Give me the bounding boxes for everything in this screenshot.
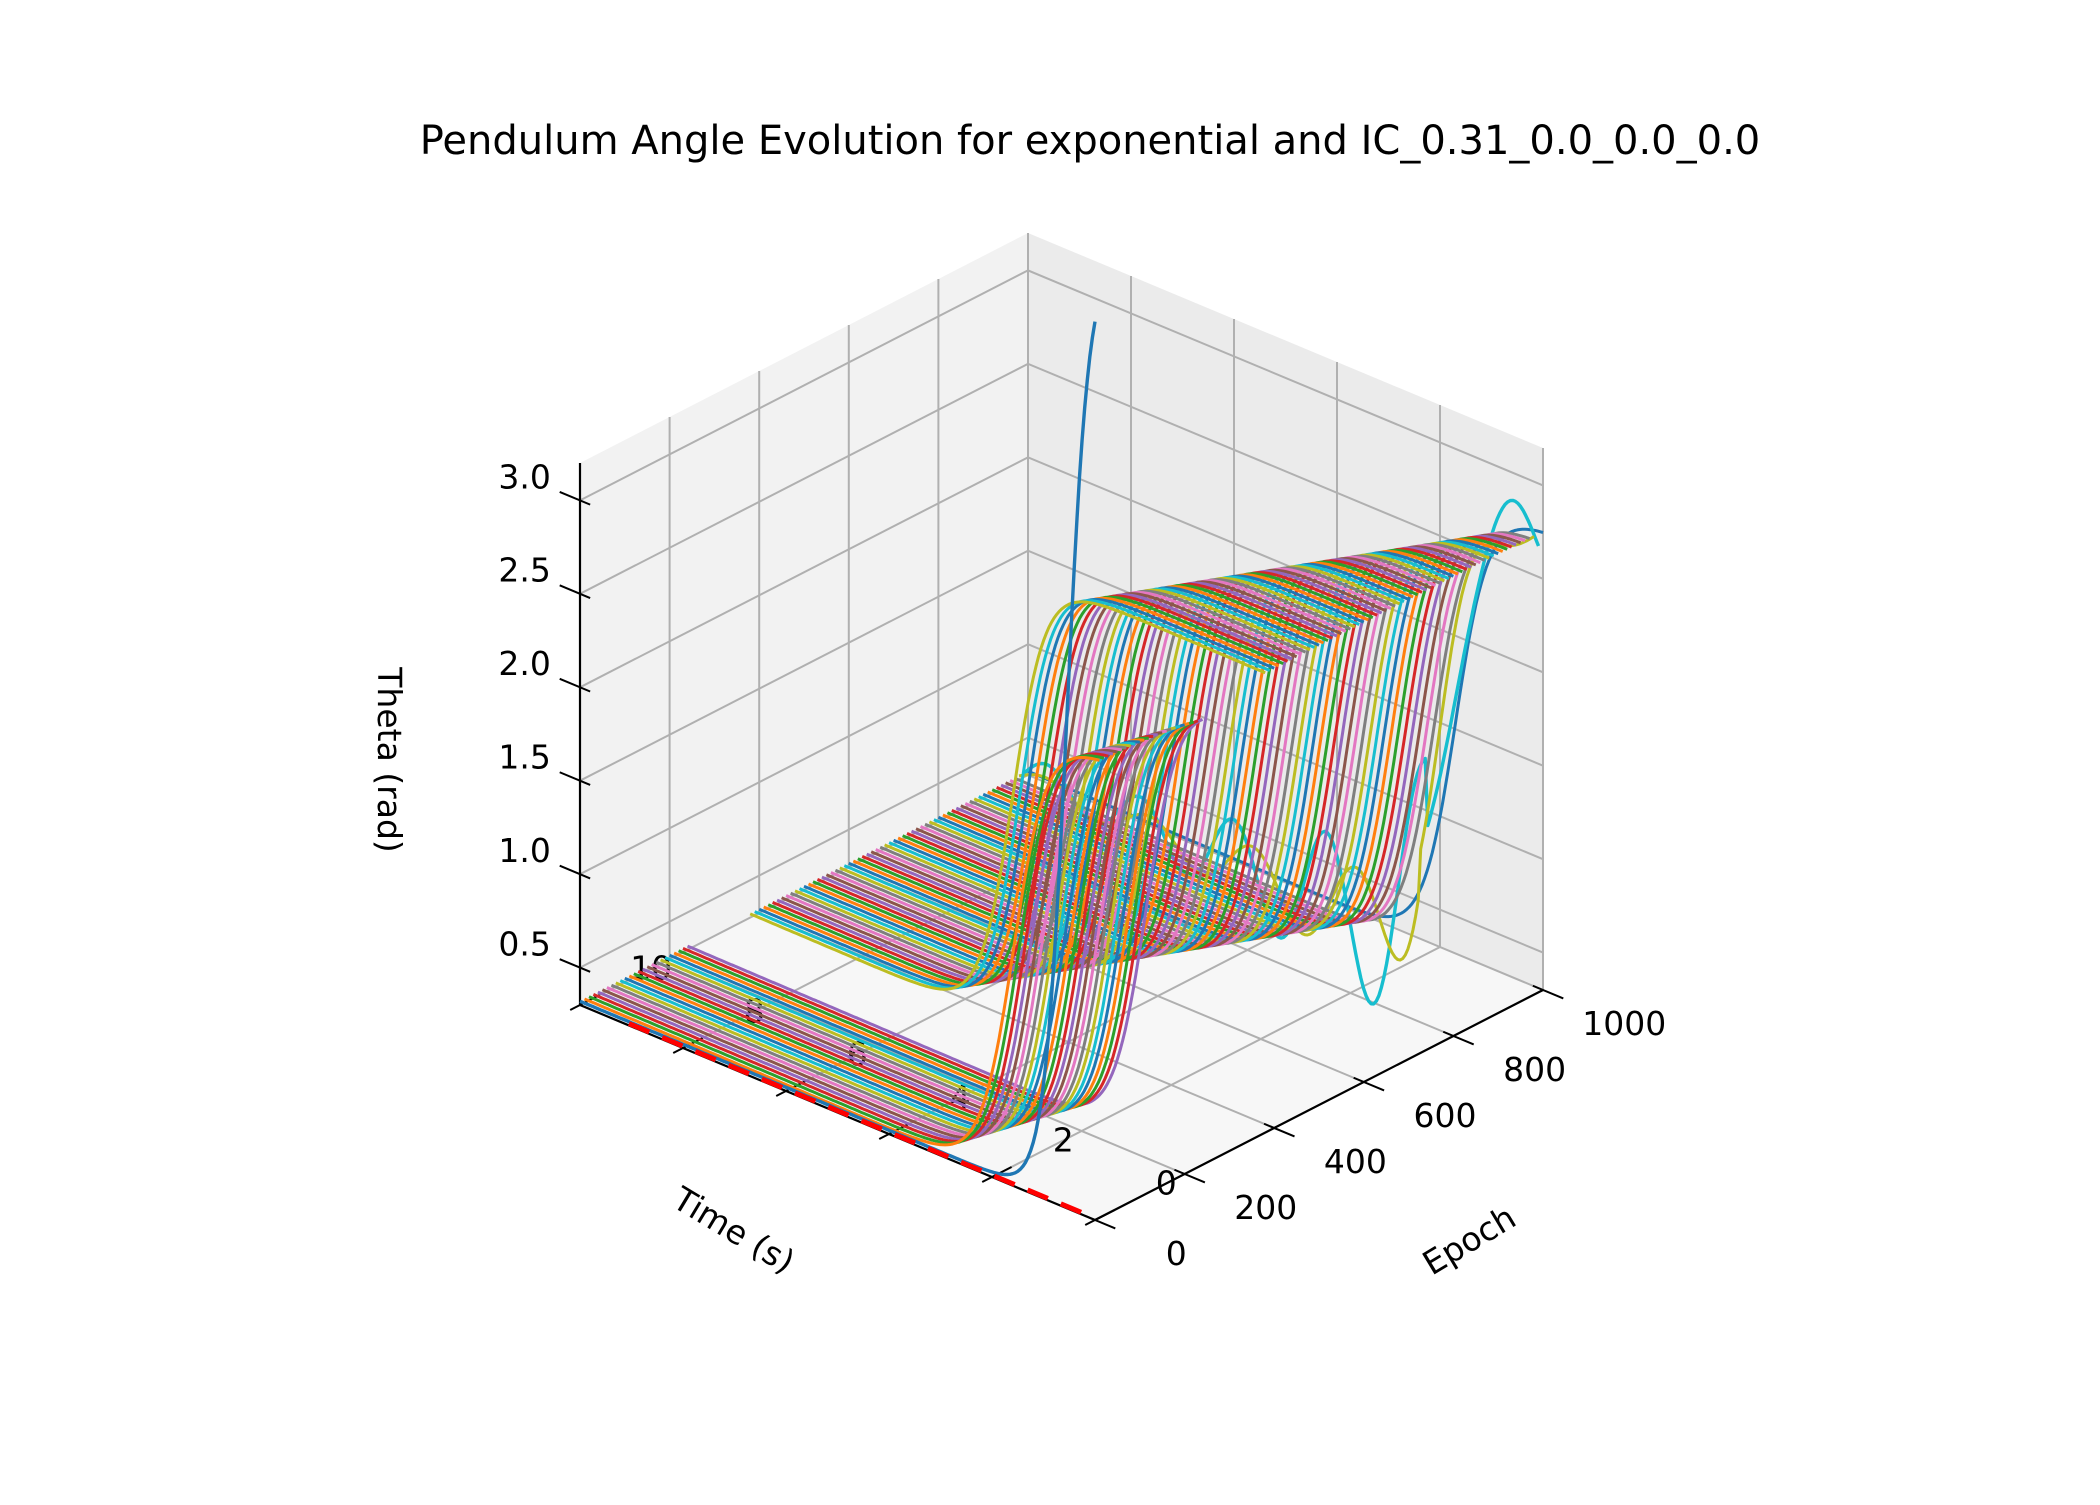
series-line-epoch-700	[893, 562, 1410, 954]
y-tick	[1084, 1209, 1116, 1226]
reference-line-group	[627, 1021, 1086, 1217]
x-axis-label: Epoch	[1416, 1197, 1523, 1282]
x-tick-label: 0	[1166, 1234, 1187, 1273]
grid-line	[579, 549, 1544, 782]
y-axis-label: Time (s)	[666, 1178, 802, 1281]
x-tick-label: 600	[1414, 1096, 1477, 1135]
x-tick	[1174, 1168, 1206, 1184]
grid-line	[785, 319, 1235, 1092]
series-line-epoch-380	[749, 600, 1266, 991]
series-line-epoch-60	[606, 747, 1123, 1138]
series-line-epoch-400	[758, 598, 1275, 989]
series-line-epoch-390	[754, 599, 1271, 990]
series-line-epoch-100	[624, 740, 1140, 1131]
series-line-epoch-130	[637, 734, 1154, 1126]
z-tick-label: 0.5	[498, 925, 550, 964]
z-tick	[559, 677, 591, 693]
series-line-epoch-410	[763, 596, 1280, 988]
z-tick-label: 2.0	[498, 644, 550, 683]
series-line-epoch-520	[812, 583, 1329, 975]
z-tick-label: 3.0	[498, 457, 550, 496]
series-lines	[579, 321, 1544, 1177]
series-line-epoch-180	[660, 726, 1176, 1117]
series-line-epoch-210	[673, 721, 1190, 1112]
back-pane	[580, 233, 1028, 1005]
x-tick	[1442, 1030, 1475, 1046]
series-line-epoch-50	[601, 749, 1118, 1140]
series-line-epoch-150	[646, 731, 1163, 1122]
series-line-epoch-220	[677, 720, 1195, 1110]
series-line-epoch-70	[610, 745, 1127, 1136]
x-tick-label: 400	[1324, 1142, 1387, 1181]
z-tick	[559, 864, 591, 880]
series-line-epoch-20	[588, 754, 1105, 1145]
series-line-epoch-990	[1022, 498, 1541, 1006]
series-line-epoch-930	[996, 535, 1513, 927]
x-tick	[1353, 1076, 1385, 1092]
series-line-epoch-120	[633, 736, 1149, 1128]
series-line-epoch-440	[776, 593, 1293, 984]
series-line-epoch-90	[619, 742, 1136, 1133]
z-tick-label: 1.5	[498, 738, 550, 777]
z-tick-label: 2.5	[498, 551, 550, 590]
reference-line	[627, 1021, 1086, 1217]
z-axis-label: Theta (rad)	[370, 666, 409, 853]
series-line-epoch-140	[642, 733, 1158, 1124]
z-tick	[559, 490, 591, 506]
tick-marks	[559, 490, 1564, 1230]
series-line-epoch-200	[669, 723, 1185, 1114]
series-line-epoch-530	[816, 582, 1334, 974]
grid-line	[682, 276, 1132, 1049]
series-line-epoch-430	[772, 594, 1289, 985]
x-axis-line	[1094, 989, 1544, 1221]
x-tick	[1084, 1214, 1116, 1230]
series-line-epoch-110	[628, 738, 1145, 1129]
z-tick	[559, 771, 591, 786]
series-line-epoch-230	[682, 719, 1199, 1108]
series-line-epoch-170	[655, 728, 1172, 1119]
chart-title: Pendulum Angle Evolution for exponential…	[420, 118, 1761, 164]
series-line-epoch-80	[615, 743, 1132, 1135]
grid-line	[579, 269, 1544, 502]
x-tick	[1263, 1122, 1295, 1138]
series-line-epoch-540	[821, 581, 1338, 972]
z-tick	[559, 958, 591, 973]
y-tick-label: 2	[1053, 1121, 1074, 1160]
z-tick-label: 1.0	[498, 831, 550, 870]
series-line-epoch-580	[839, 576, 1356, 968]
series-line-epoch-740	[910, 558, 1428, 949]
series-line-epoch-10	[583, 756, 1100, 1147]
x-tick	[1532, 984, 1564, 1000]
series-line-epoch-160	[651, 729, 1167, 1121]
series-line-epoch-190	[664, 724, 1181, 1115]
series-line-epoch-30	[592, 752, 1109, 1143]
z-tick	[559, 584, 591, 599]
series-line-epoch-510	[807, 585, 1325, 976]
y-tick-label: 0	[1156, 1164, 1177, 1203]
series-line-epoch-240	[686, 718, 1204, 1106]
series-line-epoch-420	[767, 595, 1284, 986]
x-tick-label: 200	[1234, 1188, 1297, 1227]
x-tick-label: 1000	[1582, 1004, 1666, 1043]
grid-line	[579, 643, 1544, 876]
series-clip-group	[579, 321, 1544, 1177]
x-tick-label: 800	[1503, 1050, 1566, 1089]
series-line-epoch-40	[597, 750, 1114, 1142]
grid-line	[579, 362, 1544, 595]
series-line-epoch-720	[901, 560, 1419, 951]
